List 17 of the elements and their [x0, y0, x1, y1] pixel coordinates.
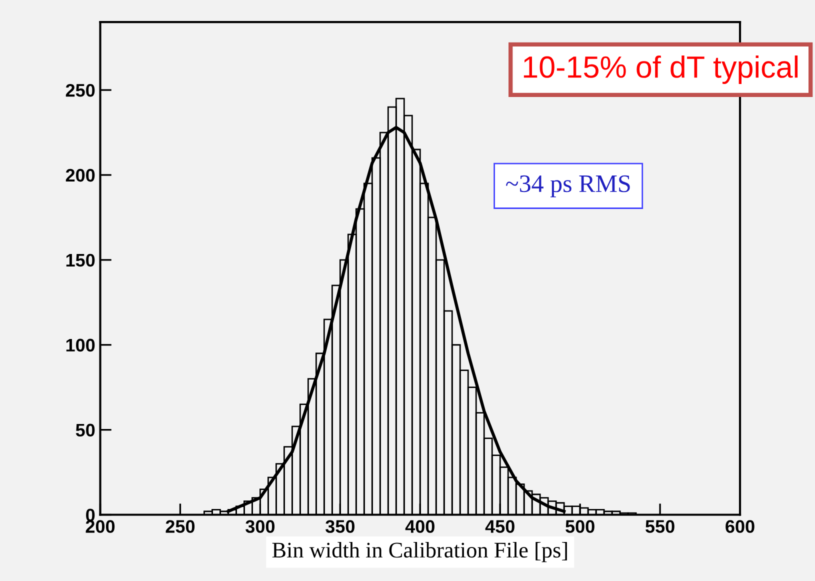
x-axis-title: Bin width in Calibration File [ps]	[272, 542, 567, 562]
x-tick-label: 400	[405, 520, 434, 533]
y-tick-label: 100	[66, 338, 95, 352]
x-tick-label: 200	[86, 520, 115, 533]
annotation: 10-15% of dT typical	[524, 55, 798, 84]
x-tick-label: 350	[326, 520, 354, 533]
x-tick-label: 250	[166, 520, 195, 533]
x-tick-label: 300	[246, 520, 275, 533]
x-tick-label: 550	[646, 520, 674, 533]
x-tick-label: 500	[566, 520, 594, 533]
x-tick-label: 450	[485, 520, 514, 533]
x-tick-label: 600	[726, 520, 754, 533]
y-tick-label: 200	[66, 168, 95, 182]
y-tick-label: 50	[76, 424, 95, 437]
y-tick-label: 150	[66, 254, 95, 267]
annotation: ~34 ps RMS	[506, 175, 630, 198]
y-tick-label: 250	[66, 84, 95, 97]
